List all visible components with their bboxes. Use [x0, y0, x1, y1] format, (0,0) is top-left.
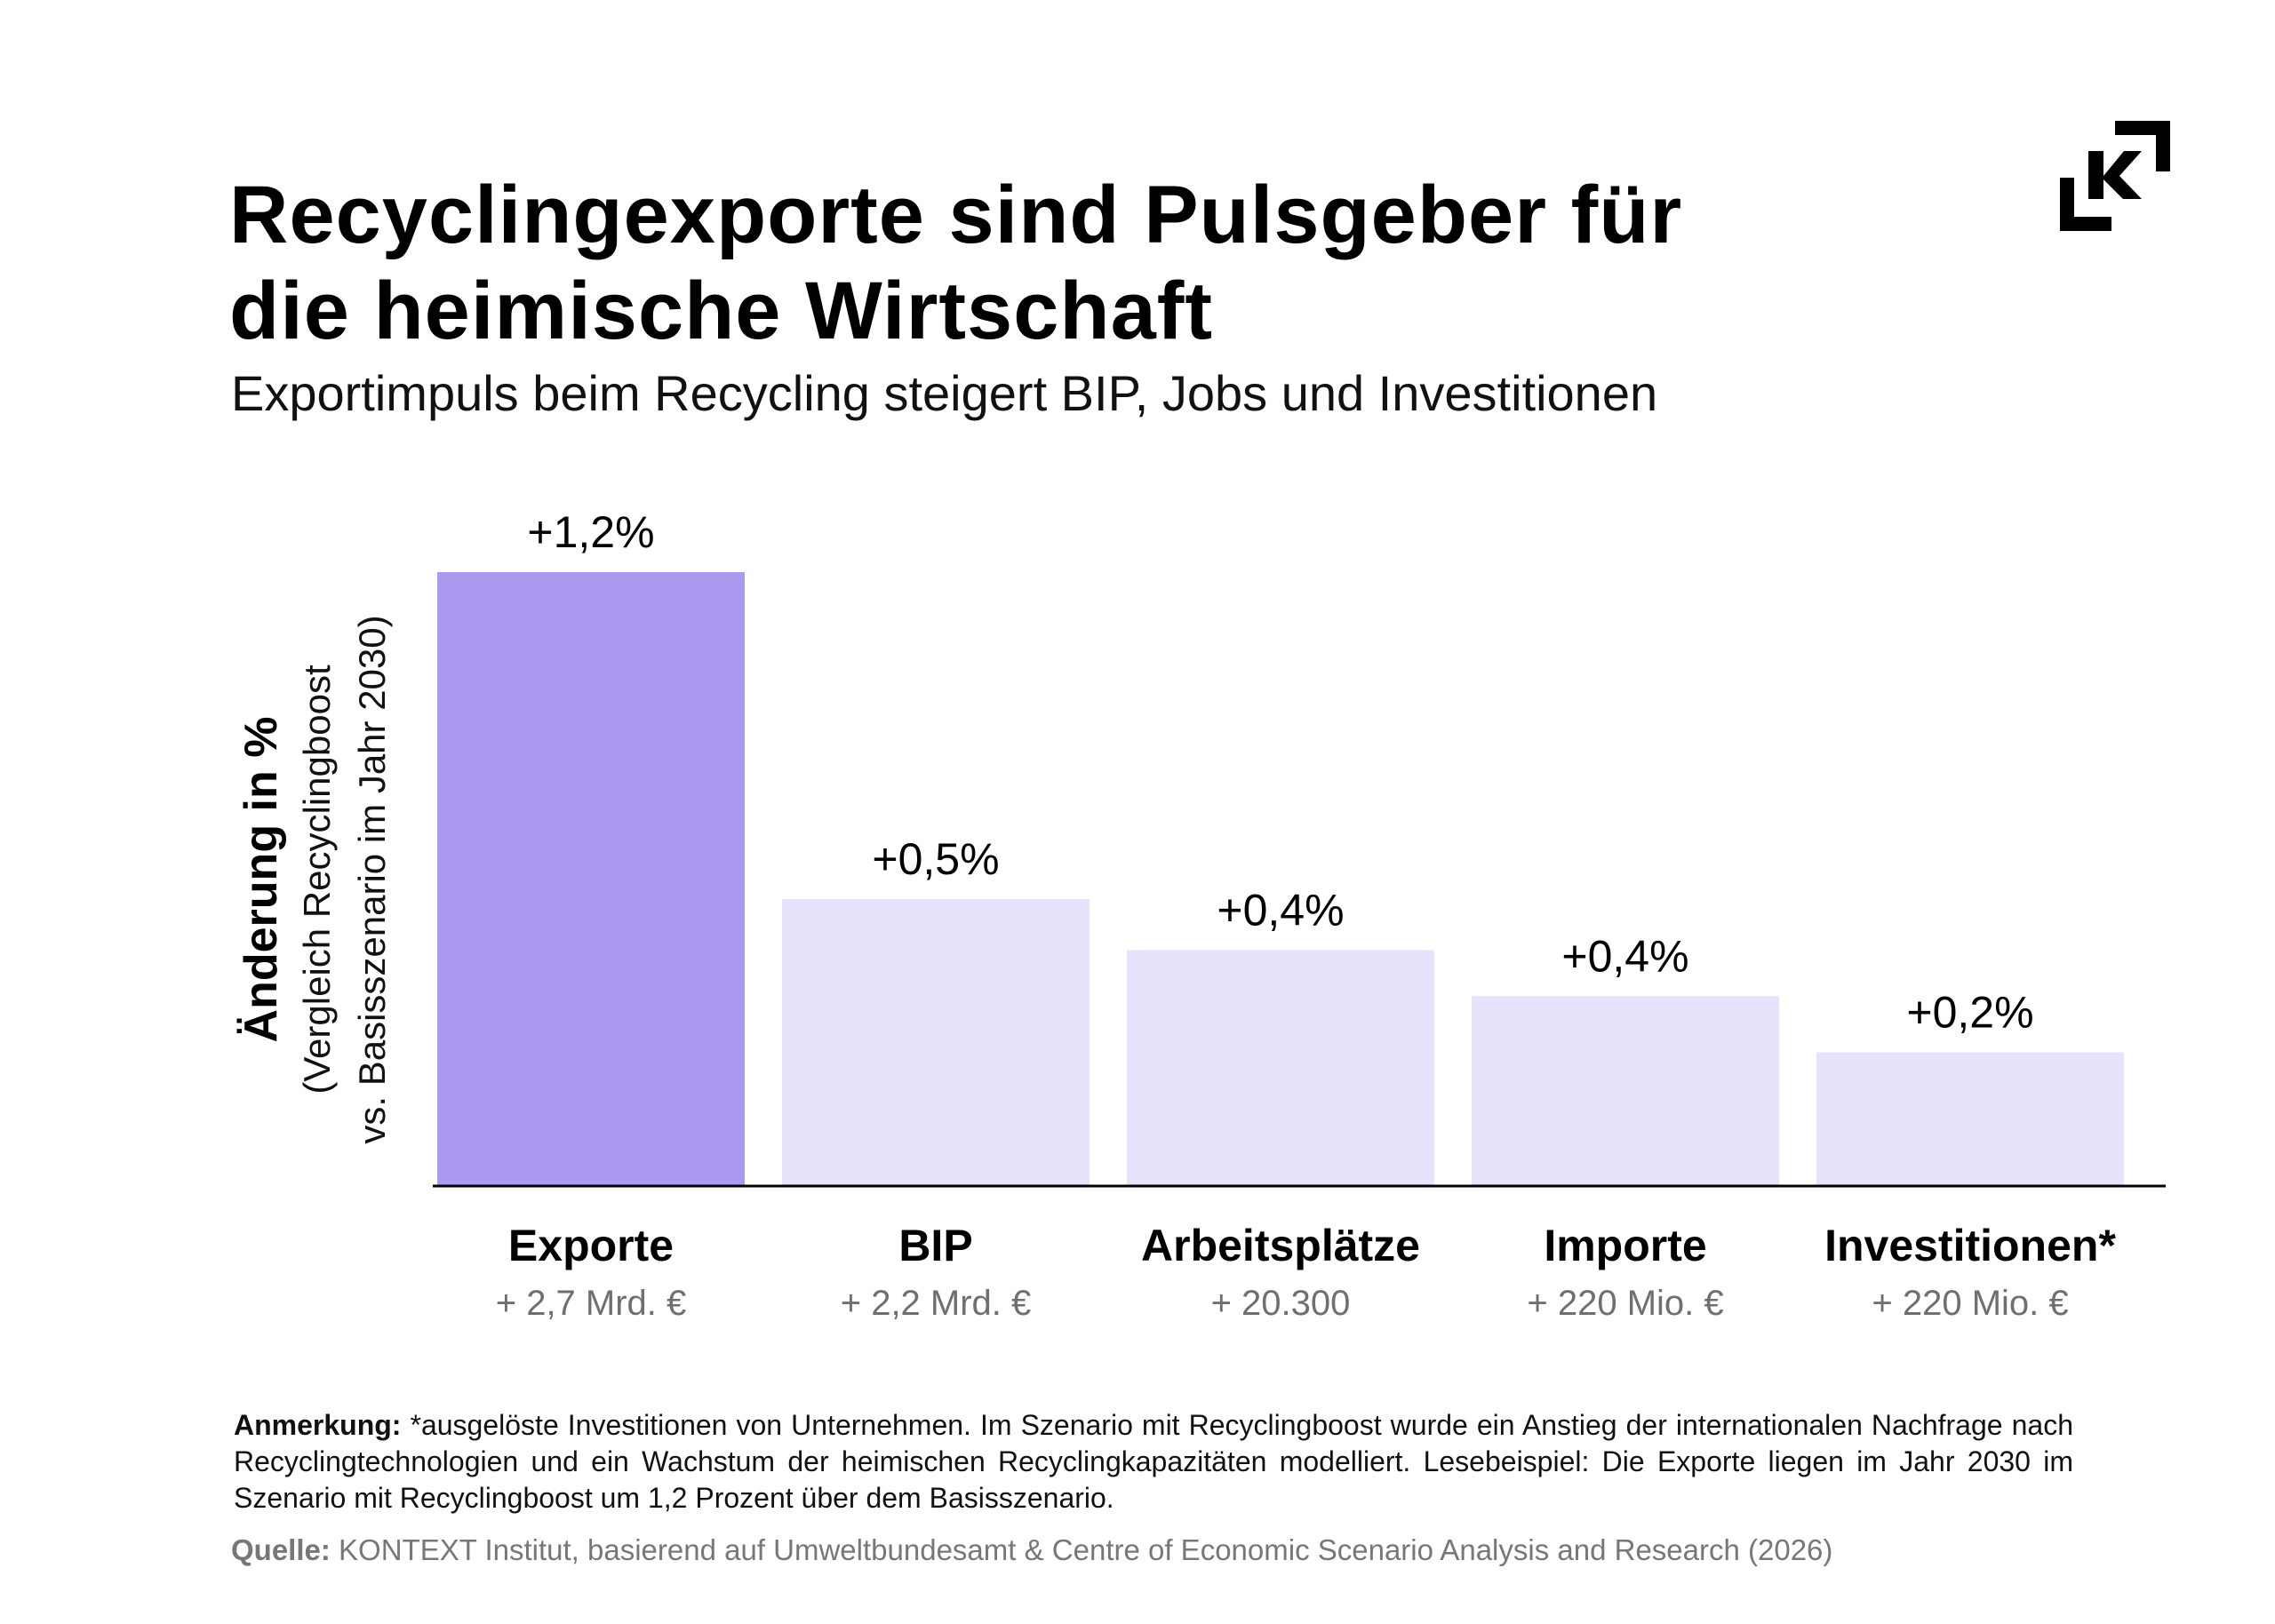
- absolute-value-label: + 220 Mio. €: [1872, 1284, 2068, 1323]
- absolute-value-label: + 20.300: [1211, 1284, 1351, 1323]
- absolute-value-label: + 220 Mio. €: [1527, 1284, 1723, 1323]
- kontext-logo-icon: [2060, 121, 2170, 231]
- absolute-value-label: + 2,7 Mrd. €: [496, 1284, 687, 1323]
- category-label: Investitionen*: [1824, 1221, 2116, 1270]
- bar-1: [782, 899, 1090, 1185]
- chart-title: Recyclingexporte sind Pulsgeber für die …: [229, 167, 1682, 359]
- category-label: Importe: [1544, 1221, 1706, 1270]
- value-label: +0,4%: [1217, 886, 1344, 935]
- bar-0: [437, 572, 745, 1185]
- value-label: +0,5%: [872, 834, 999, 884]
- category-label: Exporte: [508, 1221, 674, 1270]
- value-label: +1,2%: [527, 507, 654, 557]
- absolute-value-label: + 2,2 Mrd. €: [841, 1284, 1032, 1323]
- bar-2: [1127, 950, 1434, 1185]
- value-label: +0,4%: [1561, 931, 1688, 981]
- source-label: Quelle:: [231, 1533, 331, 1566]
- category-label: Arbeitsplätze: [1141, 1221, 1420, 1270]
- bar-4: [1816, 1052, 2124, 1185]
- source-text: KONTEXT Institut, basierend auf Umweltbu…: [330, 1533, 1833, 1566]
- bar-3: [1472, 996, 1779, 1185]
- note-label: Anmerkung:: [234, 1409, 402, 1441]
- category-label: BIP: [898, 1221, 972, 1270]
- value-label: +0,2%: [1906, 988, 2033, 1038]
- chart-source: Quelle: KONTEXT Institut, basierend auf …: [231, 1533, 1832, 1567]
- chart-note: Anmerkung: *ausgelöste Investitionen von…: [234, 1407, 2073, 1517]
- title-line-1: Recyclingexporte sind Pulsgeber für: [229, 170, 1683, 260]
- chart-subtitle: Exportimpuls beim Recycling steigert BIP…: [231, 365, 1658, 421]
- title-line-2: die heimische Wirtschaft: [229, 266, 1214, 356]
- note-text: *ausgelöste Investitionen von Unternehme…: [234, 1409, 2073, 1514]
